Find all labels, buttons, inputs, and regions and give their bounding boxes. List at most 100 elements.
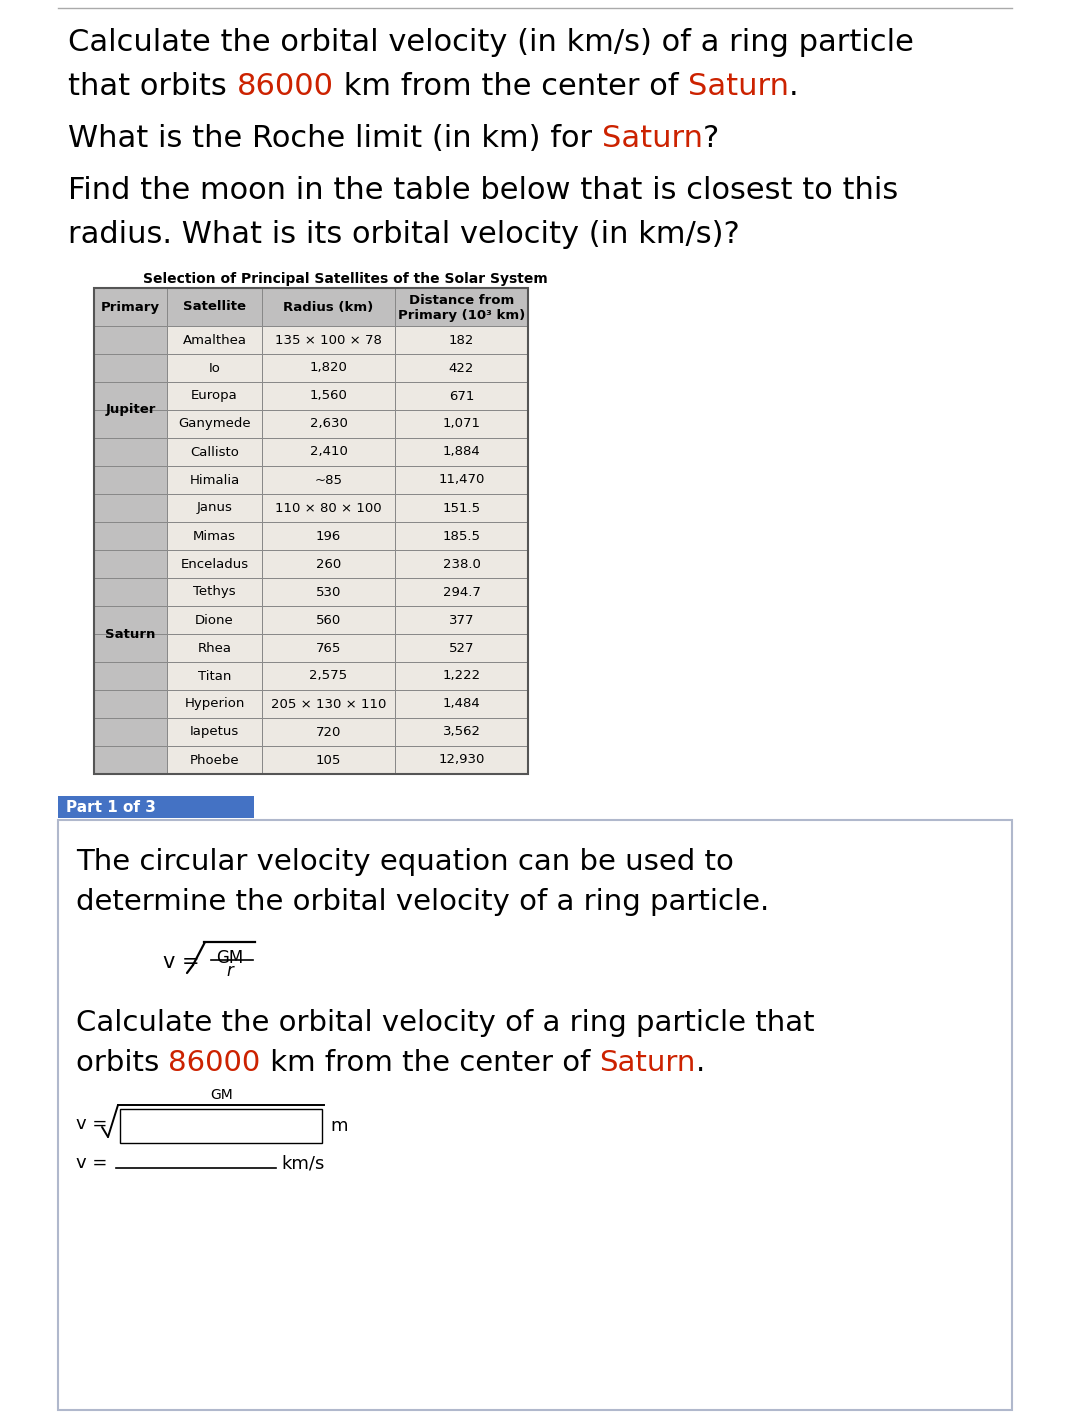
Bar: [395, 634, 528, 662]
Bar: [395, 550, 528, 578]
Text: 1,071: 1,071: [443, 417, 481, 430]
Text: GM: GM: [216, 948, 244, 967]
Text: 294.7: 294.7: [443, 585, 481, 598]
Text: .: .: [696, 1049, 705, 1077]
Bar: [395, 746, 528, 775]
Bar: [94, 466, 167, 494]
Text: radius. What is its orbital velocity (in km/s)?: radius. What is its orbital velocity (in…: [68, 219, 740, 249]
Text: 377: 377: [449, 614, 474, 627]
Text: Calculate the orbital velocity (in km/s) of a ring particle: Calculate the orbital velocity (in km/s)…: [68, 28, 914, 57]
Bar: [94, 382, 167, 410]
Bar: [167, 718, 262, 746]
Text: determine the orbital velocity of a ring particle.: determine the orbital velocity of a ring…: [76, 889, 769, 916]
Bar: [167, 288, 262, 326]
Text: v =: v =: [76, 1153, 113, 1172]
Bar: [395, 494, 528, 523]
Bar: [395, 382, 528, 410]
Text: 86000: 86000: [168, 1049, 260, 1077]
Text: km/s: km/s: [281, 1153, 324, 1172]
Text: v =: v =: [163, 953, 206, 973]
Text: Calculate the orbital velocity of a ring particle that: Calculate the orbital velocity of a ring…: [76, 1010, 814, 1037]
Text: 1,484: 1,484: [443, 698, 481, 711]
Bar: [262, 691, 395, 718]
Bar: [94, 494, 167, 523]
Bar: [395, 607, 528, 634]
Text: 422: 422: [449, 362, 474, 375]
Text: Himalia: Himalia: [189, 474, 240, 487]
Bar: [395, 523, 528, 550]
Text: 1,884: 1,884: [443, 446, 481, 459]
Text: orbits: orbits: [76, 1049, 168, 1077]
Text: Part 1 of 3: Part 1 of 3: [66, 799, 156, 815]
Bar: [94, 288, 528, 775]
Text: Saturn: Saturn: [688, 73, 788, 101]
Bar: [167, 410, 262, 439]
Text: Callisto: Callisto: [190, 446, 239, 459]
Bar: [58, 796, 254, 817]
Bar: [395, 691, 528, 718]
Text: Iapetus: Iapetus: [190, 725, 239, 739]
Bar: [94, 578, 167, 607]
Text: Tethys: Tethys: [193, 585, 235, 598]
Text: 12,930: 12,930: [438, 753, 485, 766]
Bar: [262, 410, 395, 439]
Bar: [167, 355, 262, 382]
Text: Ganymede: Ganymede: [178, 417, 251, 430]
Bar: [395, 662, 528, 691]
Bar: [94, 326, 167, 355]
Bar: [262, 288, 395, 326]
Text: Primary (10³ km): Primary (10³ km): [397, 309, 525, 322]
Text: 135 × 100 × 78: 135 × 100 × 78: [275, 333, 382, 346]
Bar: [262, 746, 395, 775]
Text: What is the Roche limit (in km) for: What is the Roche limit (in km) for: [68, 124, 602, 152]
Text: 11,470: 11,470: [438, 474, 485, 487]
Bar: [262, 662, 395, 691]
Text: Io: Io: [208, 362, 220, 375]
Bar: [167, 523, 262, 550]
Text: 720: 720: [315, 725, 341, 739]
Bar: [262, 439, 395, 466]
Text: 765: 765: [315, 641, 341, 655]
Text: Rhea: Rhea: [198, 641, 231, 655]
Text: r: r: [227, 963, 233, 980]
Text: 151.5: 151.5: [443, 501, 481, 514]
Text: Radius (km): Radius (km): [283, 300, 374, 313]
Text: Hyperion: Hyperion: [185, 698, 245, 711]
Bar: [262, 382, 395, 410]
Bar: [262, 494, 395, 523]
Bar: [395, 410, 528, 439]
Bar: [120, 1109, 322, 1143]
Bar: [167, 746, 262, 775]
Text: km from the center of: km from the center of: [334, 73, 688, 101]
Text: Europa: Europa: [191, 390, 238, 403]
Text: .: .: [788, 73, 798, 101]
Text: 530: 530: [315, 585, 341, 598]
Bar: [262, 466, 395, 494]
Bar: [395, 288, 528, 326]
Bar: [167, 607, 262, 634]
Bar: [94, 550, 167, 578]
Bar: [94, 355, 167, 382]
Bar: [167, 439, 262, 466]
Bar: [94, 607, 167, 634]
Text: Saturn: Saturn: [599, 1049, 696, 1077]
Bar: [167, 550, 262, 578]
Bar: [262, 523, 395, 550]
Bar: [167, 326, 262, 355]
Text: Selection of Principal Satellites of the Solar System: Selection of Principal Satellites of the…: [143, 272, 548, 286]
Bar: [395, 578, 528, 607]
Text: 2,630: 2,630: [310, 417, 348, 430]
Text: Mimas: Mimas: [193, 530, 237, 543]
Text: Distance from: Distance from: [409, 293, 514, 306]
Text: 1,560: 1,560: [310, 390, 348, 403]
Text: 260: 260: [315, 558, 341, 571]
Bar: [167, 578, 262, 607]
Bar: [94, 410, 167, 439]
Text: ?: ?: [703, 124, 719, 152]
Bar: [262, 607, 395, 634]
Text: 105: 105: [315, 753, 341, 766]
Text: Amalthea: Amalthea: [183, 333, 246, 346]
Text: 527: 527: [449, 641, 474, 655]
Text: 671: 671: [449, 390, 474, 403]
Text: ~85: ~85: [314, 474, 342, 487]
